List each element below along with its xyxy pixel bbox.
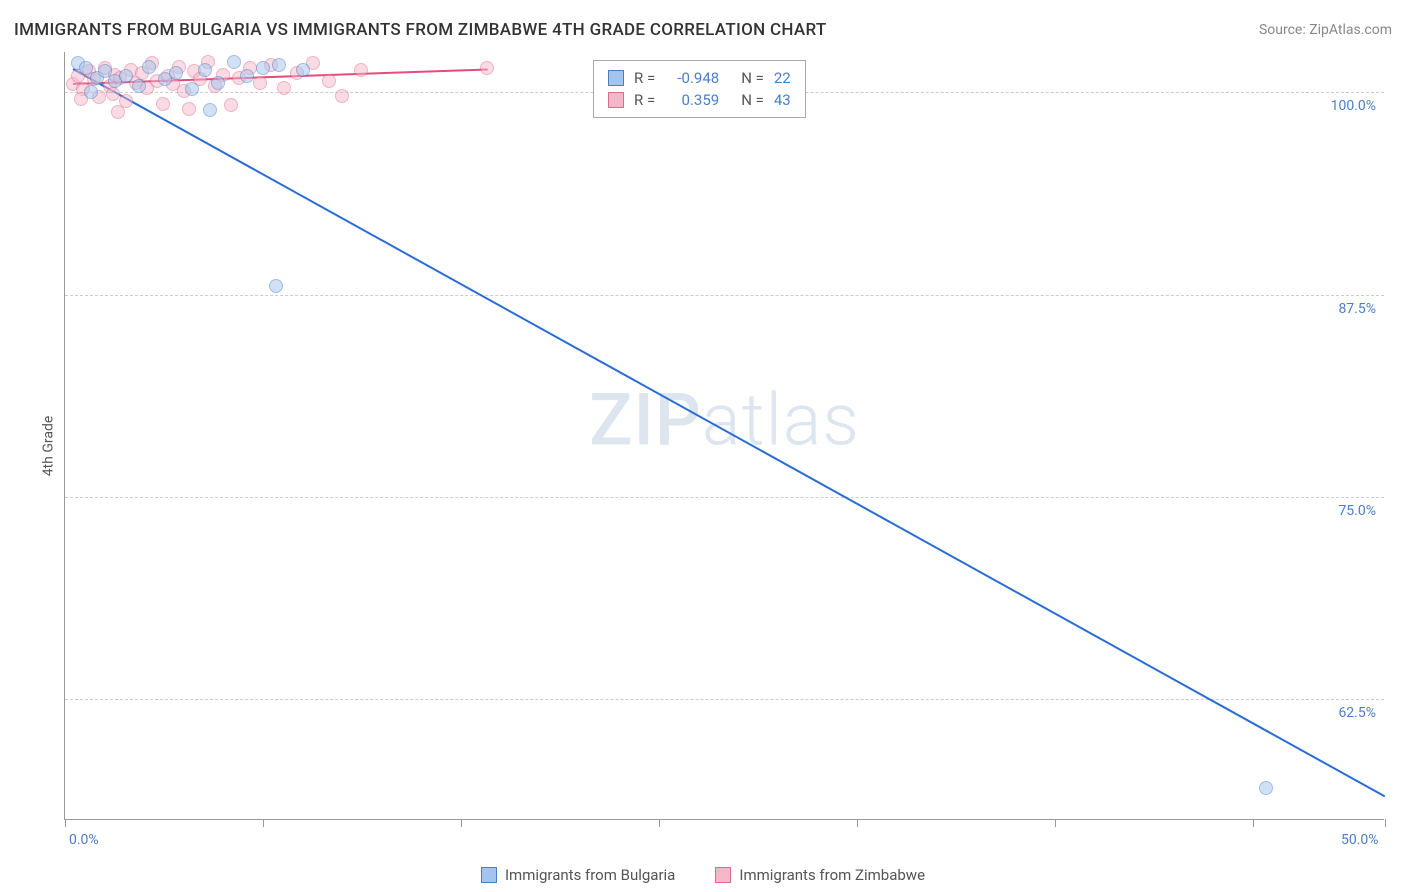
zimbabwe-point [106, 87, 120, 101]
r-label: R = [634, 69, 655, 87]
bulgaria-point [256, 61, 270, 75]
legend-label: Immigrants from Bulgaria [505, 866, 675, 884]
n-value: 22 [774, 69, 791, 87]
grid-line [65, 699, 1384, 700]
zimbabwe-point [156, 97, 170, 111]
x-tick-label: 50.0% [1341, 832, 1379, 848]
n-label: N = [741, 91, 764, 109]
y-tick-label: 100.0% [1331, 98, 1376, 114]
x-tick [65, 819, 66, 827]
stats-box: R = -0.948 N = 22 R = 0.359 N = 43 [593, 60, 806, 118]
zimbabwe-point [322, 74, 336, 88]
bulgaria-point [211, 76, 225, 90]
zimbabwe-point [354, 63, 368, 77]
plot-area: ZIPatlas 62.5%75.0%87.5%100.0%0.0%50.0%R… [64, 52, 1384, 820]
watermark: ZIPatlas [589, 378, 860, 463]
bulgaria-point [198, 63, 212, 77]
legend-label: Immigrants from Zimbabwe [739, 866, 925, 884]
n-value: 43 [774, 91, 791, 109]
bulgaria-point [227, 55, 241, 69]
r-value: 0.359 [665, 91, 719, 109]
title-bar: IMMIGRANTS FROM BULGARIA VS IMMIGRANTS F… [14, 20, 1392, 40]
stats-row: R = -0.948 N = 22 [608, 67, 791, 89]
x-tick [1385, 819, 1386, 827]
stats-row: R = 0.359 N = 43 [608, 89, 791, 111]
grid-line [65, 497, 1384, 498]
zimbabwe-point [277, 81, 291, 95]
bulgaria-point [240, 69, 254, 83]
stats-swatch [608, 92, 624, 108]
x-tick [659, 819, 660, 827]
bulgaria-point [132, 79, 146, 93]
r-label: R = [634, 91, 655, 109]
bulgaria-point [142, 60, 156, 74]
legend-swatch [715, 867, 731, 883]
zimbabwe-point [480, 61, 494, 75]
bulgaria-point [203, 103, 217, 117]
zimbabwe-point [224, 98, 238, 112]
legend-item: Immigrants from Zimbabwe [715, 866, 925, 884]
x-tick [461, 819, 462, 827]
chart-title: IMMIGRANTS FROM BULGARIA VS IMMIGRANTS F… [14, 20, 827, 40]
n-label: N = [741, 69, 764, 87]
bulgaria-point [269, 279, 283, 293]
bulgaria-point [1259, 781, 1273, 795]
bulgaria-point [272, 58, 286, 72]
legend-swatch [481, 867, 497, 883]
zimbabwe-point [182, 102, 196, 116]
y-tick-label: 75.0% [1338, 503, 1376, 519]
bulgaria-trend-line [72, 68, 1385, 797]
x-tick [263, 819, 264, 827]
y-tick-label: 62.5% [1338, 705, 1376, 721]
bulgaria-point [119, 69, 133, 83]
legend-item: Immigrants from Bulgaria [481, 866, 675, 884]
grid-line [65, 295, 1384, 296]
bulgaria-point [296, 63, 310, 77]
r-value: -0.948 [665, 69, 719, 87]
x-tick-label: 0.0% [69, 832, 99, 848]
zimbabwe-point [111, 105, 125, 119]
x-tick [1055, 819, 1056, 827]
bulgaria-point [185, 82, 199, 96]
bulgaria-point [169, 66, 183, 80]
y-axis-title: 4th Grade [40, 416, 56, 477]
legend-bottom: Immigrants from Bulgaria Immigrants from … [0, 866, 1406, 884]
x-tick [1253, 819, 1254, 827]
source-label: Source: ZipAtlas.com [1259, 22, 1392, 38]
stats-swatch [608, 70, 624, 86]
zimbabwe-point [335, 89, 349, 103]
zimbabwe-point [253, 76, 267, 90]
bulgaria-point [84, 85, 98, 99]
y-tick-label: 87.5% [1338, 301, 1376, 317]
x-tick [857, 819, 858, 827]
